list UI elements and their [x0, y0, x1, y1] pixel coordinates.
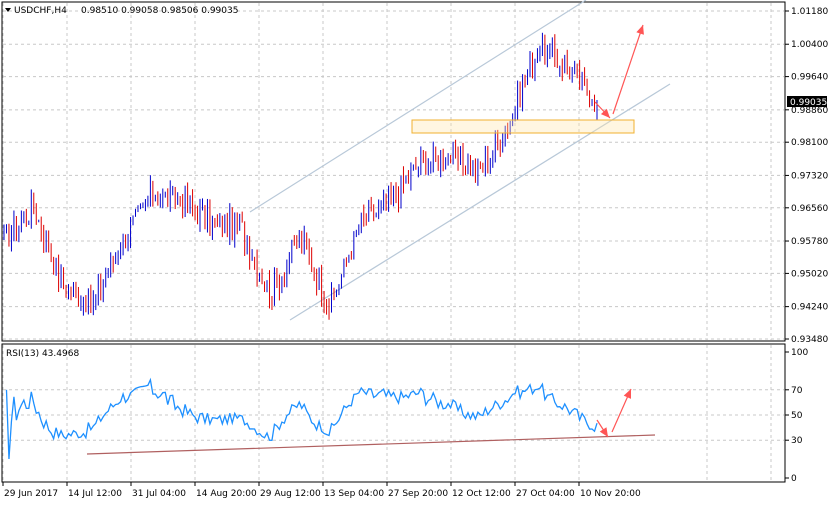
rsi-up-arrow-head[interactable]: [623, 389, 632, 399]
price-tick-label: 0.95020: [791, 269, 828, 279]
rsi-tick-label: 30: [791, 436, 803, 446]
price-tick-label: 0.95780: [791, 237, 828, 247]
rsi-tick-label: 50: [791, 411, 803, 421]
axes: 1.01180 1.00400 0.99640 0.98860 0.98100 0.973…: [2, 7, 828, 499]
channel-lower-line[interactable]: [289, 83, 671, 321]
trend-channel[interactable]: [249, 0, 671, 321]
price-tick-label: 0.97320: [791, 171, 828, 181]
time-tick-label: 29 Aug 12:00: [260, 489, 321, 499]
time-tick-label: 14 Aug 20:00: [196, 489, 257, 499]
chart-symbol: USDCHF,H4: [14, 6, 67, 16]
time-tick-label: 13 Sep 04:00: [324, 489, 384, 499]
grid-lines: [2, 3, 784, 481]
rsi-tick-label: 0: [791, 474, 797, 484]
price-tick-label: 0.98100: [791, 138, 828, 148]
rsi-series: [5, 377, 598, 459]
rsi-down-arrow-head[interactable]: [599, 427, 608, 437]
channel-upper-line[interactable]: [249, 0, 587, 213]
time-tick-label: 27 Oct 04:00: [516, 489, 575, 499]
annotations[interactable]: [86, 24, 656, 455]
rsi-tick-label: 70: [791, 386, 803, 396]
current-price-label: 0.99035: [790, 98, 827, 108]
price-tick-label: 0.93480: [791, 335, 828, 345]
time-tick-label: 29 Jun 2017: [4, 489, 58, 499]
rsi-line: [5, 377, 598, 459]
time-tick-label: 31 Jul 04:00: [132, 489, 186, 499]
current-price-box: [787, 96, 827, 107]
time-tick-label: 10 Nov 20:00: [580, 489, 641, 499]
price-tick-label: 0.98860: [791, 106, 828, 116]
price-tick-label: 0.99640: [791, 73, 828, 83]
price-tick-label: 1.00400: [791, 40, 828, 50]
time-tick-label: 12 Oct 12:00: [452, 489, 511, 499]
time-tick-label: 27 Sep 20:00: [388, 489, 448, 499]
up-arrow[interactable]: [612, 24, 644, 115]
down-arrow-head[interactable]: [600, 108, 610, 118]
candlestick-series: [3, 32, 598, 320]
time-tick-label: 14 Jul 12:00: [68, 489, 122, 499]
support-zone-rectangle[interactable]: [411, 119, 635, 134]
price-tick-label: 1.01180: [791, 7, 828, 17]
rsi-trend-line[interactable]: [86, 434, 656, 455]
rsi-tick-label: 100: [791, 348, 808, 358]
chart-menu-triangle-icon[interactable]: [5, 8, 11, 12]
rsi-title: RSI(13) 43.4968: [6, 349, 79, 359]
up-arrow-head[interactable]: [636, 25, 644, 35]
price-tick-label: 0.96560: [791, 204, 828, 214]
rsi-panel-border: [1, 343, 786, 483]
price-panel-border: [1, 1, 786, 342]
price-tick-label: 0.94240: [791, 303, 828, 313]
chart-ohlc: 0.98510 0.99058 0.98506 0.99035: [81, 6, 238, 16]
